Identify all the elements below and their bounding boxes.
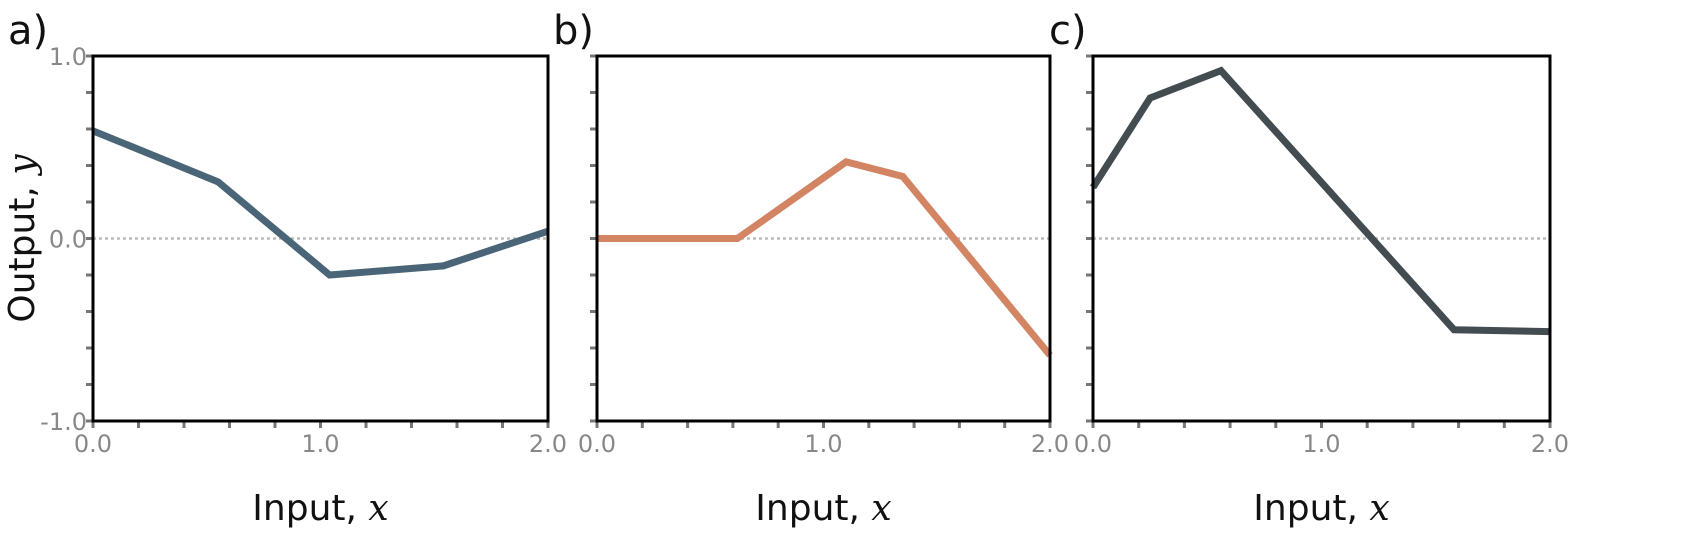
series-line-c	[1090, 66, 1551, 336]
y-tick-label: -1.0	[40, 408, 87, 436]
panel-b: 0.0 1.0 2.0 Input, x b)	[553, 8, 1069, 529]
x-tick-label: 0.0	[1074, 430, 1112, 458]
series-line-a	[91, 127, 550, 279]
y-tick-label: 1.0	[49, 43, 87, 71]
x-tick-label: 0.0	[578, 430, 616, 458]
x-axis-label: Input, x	[1253, 488, 1389, 529]
x-tick-label: 1.0	[301, 430, 339, 458]
series-line-b	[597, 158, 1053, 358]
x-axis-label: Input, x	[755, 488, 891, 529]
plot-frame	[1091, 54, 1552, 423]
x-tick-label: 0.0	[74, 430, 112, 458]
panel-label: a)	[8, 8, 48, 54]
y-tick-label: 0.0	[49, 226, 87, 254]
x-tick-label: 2.0	[1031, 430, 1069, 458]
x-tick-label: 1.0	[804, 430, 842, 458]
x-tick-label: 1.0	[1302, 430, 1340, 458]
panel-label: c)	[1049, 8, 1087, 54]
x-tick-label: 2.0	[529, 430, 567, 458]
panel-label: b)	[553, 8, 594, 54]
x-tick-label: 2.0	[1531, 430, 1569, 458]
panel-c: 0.0 1.0 2.0 Input, x c)	[1049, 8, 1569, 529]
x-axis-label: Input, x	[252, 488, 388, 529]
plot-frame	[595, 54, 1052, 423]
plot-frame	[91, 54, 550, 423]
y-axis-label: Output, y	[2, 154, 43, 323]
